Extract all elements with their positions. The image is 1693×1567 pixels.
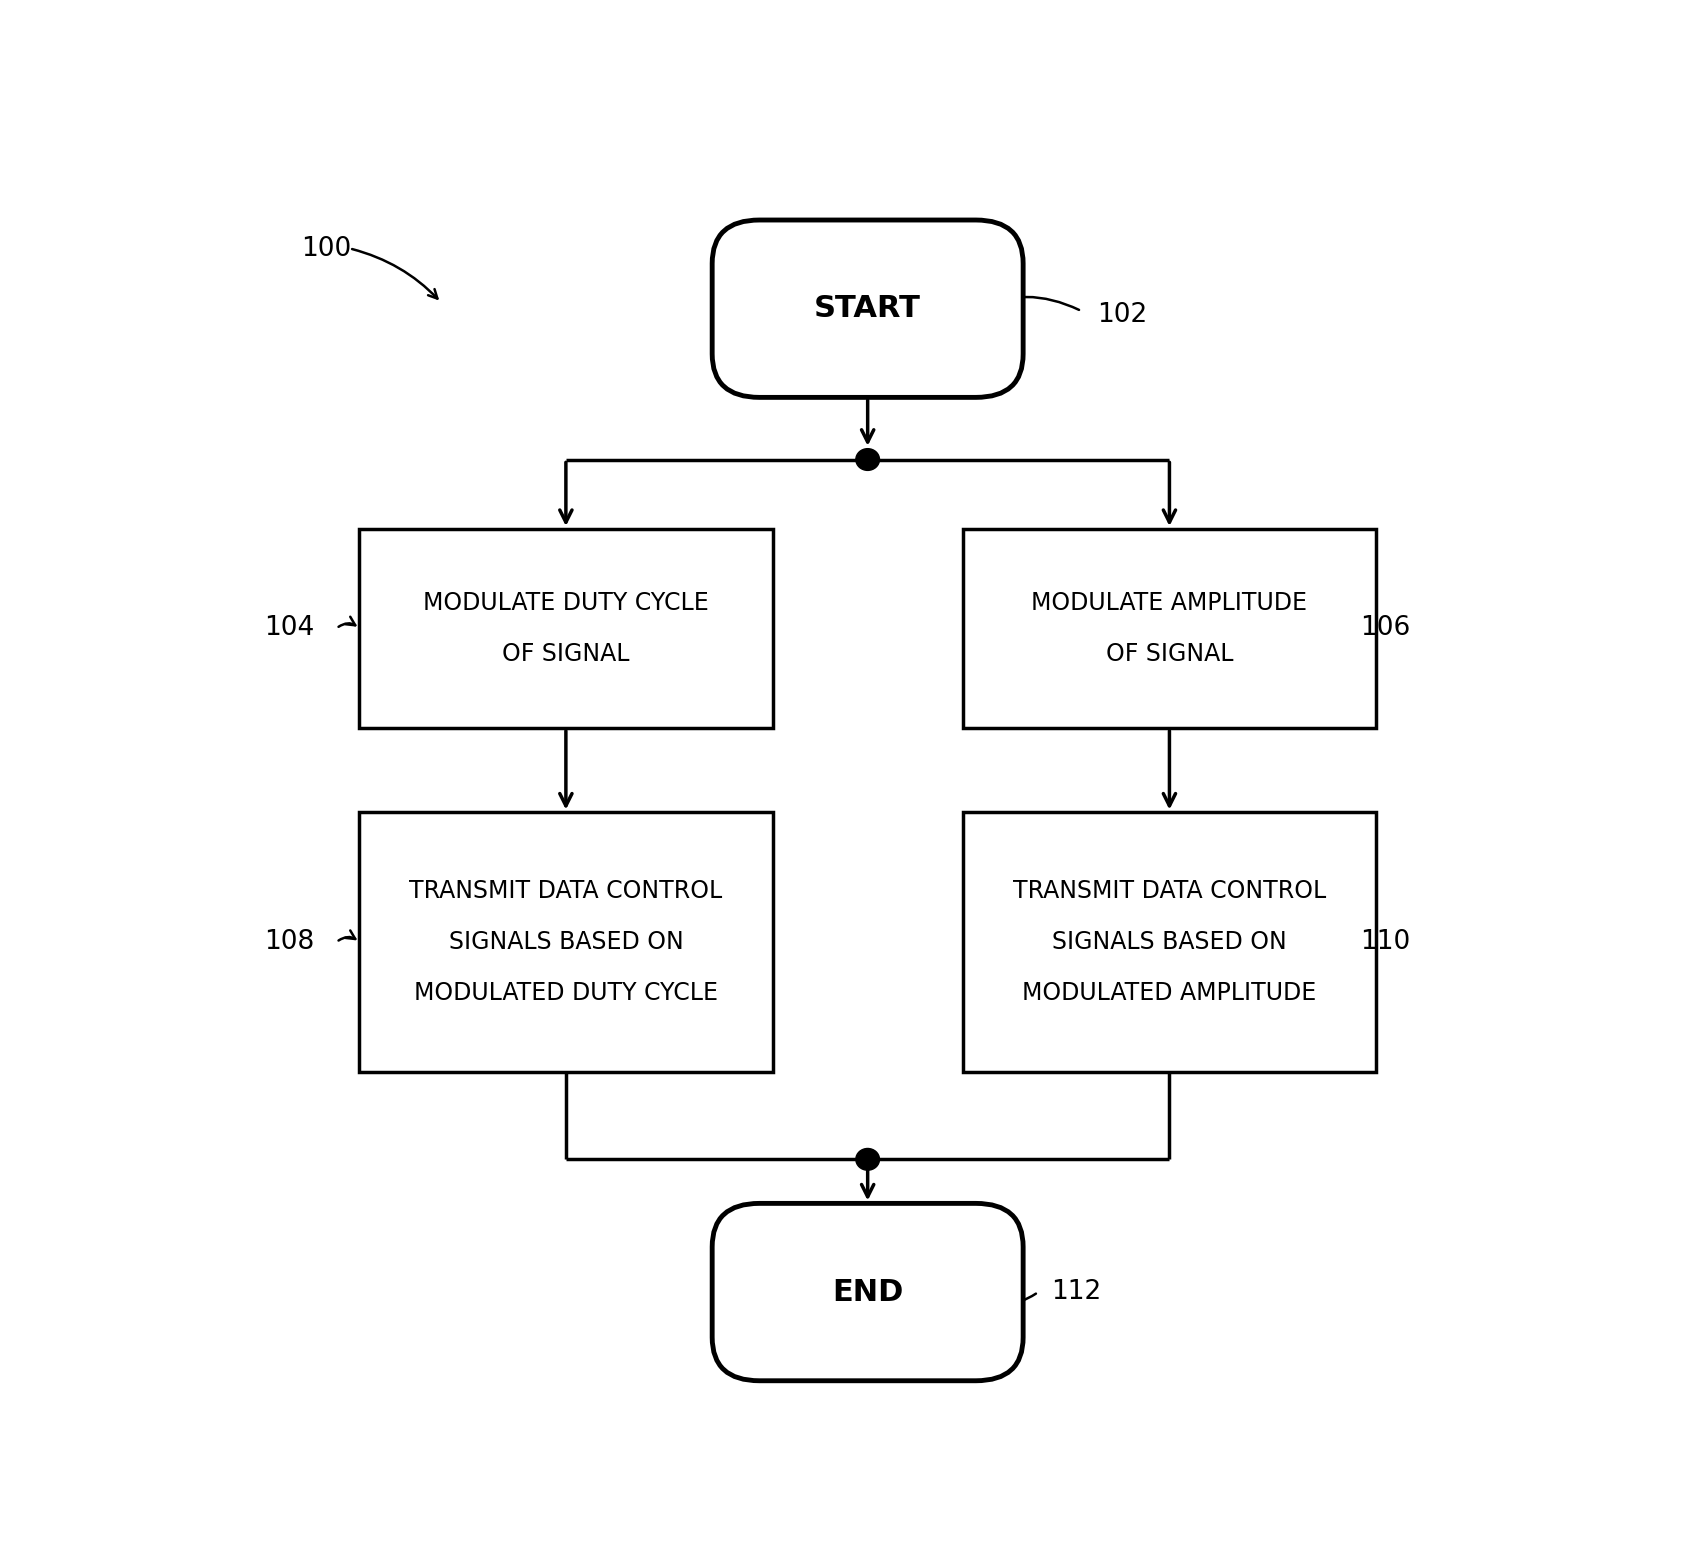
FancyBboxPatch shape xyxy=(963,530,1376,729)
Text: MODULATE AMPLITUDE: MODULATE AMPLITUDE xyxy=(1031,591,1307,616)
Text: TRANSMIT DATA CONTROL: TRANSMIT DATA CONTROL xyxy=(410,879,723,904)
FancyBboxPatch shape xyxy=(963,812,1376,1072)
Text: 110: 110 xyxy=(1359,929,1410,956)
Text: SIGNALS BASED ON: SIGNALS BASED ON xyxy=(449,931,684,954)
Text: 108: 108 xyxy=(264,929,315,956)
FancyBboxPatch shape xyxy=(713,1203,1023,1381)
Text: MODULATE DUTY CYCLE: MODULATE DUTY CYCLE xyxy=(423,591,709,616)
Circle shape xyxy=(857,448,879,470)
Text: OF SIGNAL: OF SIGNAL xyxy=(1106,642,1233,666)
FancyBboxPatch shape xyxy=(359,530,772,729)
Text: MODULATED AMPLITUDE: MODULATED AMPLITUDE xyxy=(1023,981,1317,1004)
Text: 112: 112 xyxy=(1051,1279,1102,1305)
FancyBboxPatch shape xyxy=(713,219,1023,398)
Text: SIGNALS BASED ON: SIGNALS BASED ON xyxy=(1051,931,1287,954)
Text: END: END xyxy=(831,1277,904,1307)
Circle shape xyxy=(857,1149,879,1171)
Text: 106: 106 xyxy=(1359,616,1410,641)
Text: 104: 104 xyxy=(264,616,315,641)
Text: 100: 100 xyxy=(301,237,350,262)
Text: START: START xyxy=(814,295,921,323)
Text: OF SIGNAL: OF SIGNAL xyxy=(503,642,630,666)
Text: 102: 102 xyxy=(1097,302,1148,328)
Text: MODULATED DUTY CYCLE: MODULATED DUTY CYCLE xyxy=(413,981,718,1004)
FancyBboxPatch shape xyxy=(359,812,772,1072)
Text: TRANSMIT DATA CONTROL: TRANSMIT DATA CONTROL xyxy=(1012,879,1326,904)
